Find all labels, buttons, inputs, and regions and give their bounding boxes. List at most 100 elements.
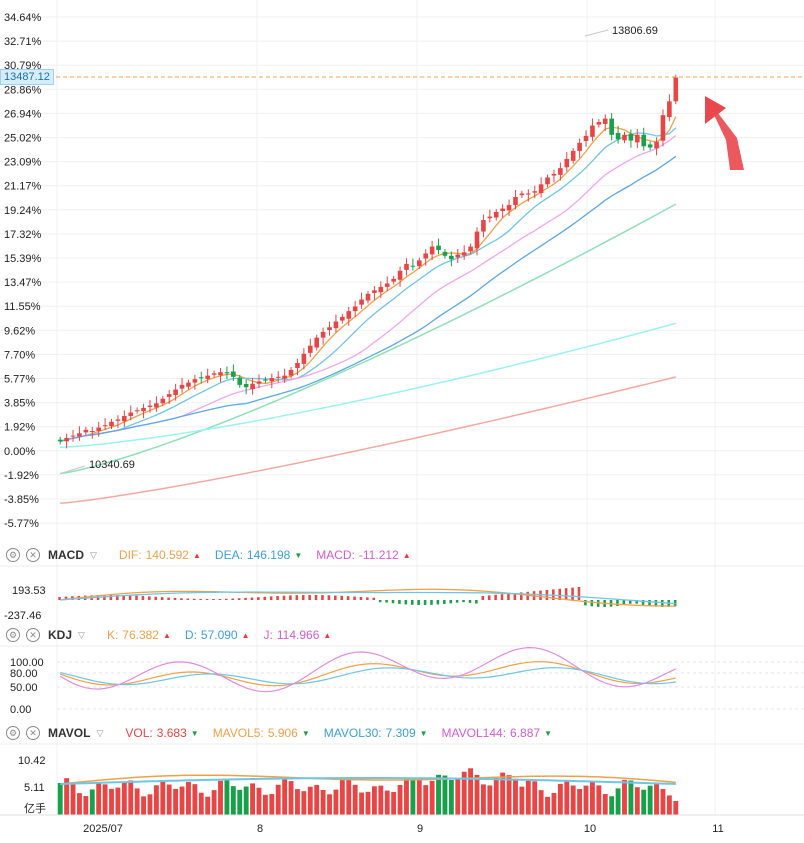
volume-bar xyxy=(436,774,441,815)
candle-body xyxy=(635,134,640,143)
mavol5-label: MAVOL5: xyxy=(212,726,264,740)
volume-bar xyxy=(205,796,211,815)
macd-tick-label: -237.46 xyxy=(4,610,41,622)
macd-bar xyxy=(167,597,170,600)
volume-bar xyxy=(269,794,275,815)
volume-bar xyxy=(237,789,243,815)
volume-bar xyxy=(282,777,288,815)
candle-body xyxy=(320,331,326,338)
arrow-down-icon: ▼ xyxy=(190,728,199,738)
macd-bar xyxy=(314,595,318,600)
candle-body xyxy=(423,253,429,259)
candle-body xyxy=(275,376,281,378)
candle-body xyxy=(307,345,313,353)
macd-bar xyxy=(186,598,190,600)
volume-bar xyxy=(121,781,127,815)
candle-body xyxy=(346,311,352,319)
candle-body xyxy=(269,377,275,382)
macd-name: MACD xyxy=(48,548,84,562)
volume-bar xyxy=(532,781,538,815)
volume-bar xyxy=(250,783,256,815)
candle-body xyxy=(602,118,608,124)
macd-bar xyxy=(346,596,350,600)
volume-bar xyxy=(224,779,230,815)
candle-body xyxy=(590,125,595,137)
chevron-down-icon[interactable]: ▽ xyxy=(78,629,85,640)
macd-bar xyxy=(507,593,510,600)
macd-bar xyxy=(141,595,145,600)
macd-bar xyxy=(308,595,311,600)
candle-body xyxy=(558,168,563,175)
candle-body xyxy=(474,231,480,249)
macd-value: -11.212 xyxy=(358,548,399,562)
mavol30-label: MAVOL30: xyxy=(323,726,382,740)
macd-bar xyxy=(558,588,562,600)
macd-bar xyxy=(590,600,594,607)
volume-bar xyxy=(352,784,358,815)
volume-bar xyxy=(83,796,89,815)
settings-icon[interactable]: ⚙ xyxy=(6,628,20,642)
low-price-label: 10340.69 xyxy=(89,459,135,471)
candle-body xyxy=(500,208,505,212)
volume-bar xyxy=(218,780,223,815)
pct-axis-label: 7.70% xyxy=(4,349,35,361)
macd-bar xyxy=(212,598,215,600)
pct-axis-label: 19.24% xyxy=(4,205,42,217)
kdj-tick-label: 100.00 xyxy=(10,657,44,669)
candle-body xyxy=(481,220,486,232)
candle-body xyxy=(391,278,396,282)
volume-bar xyxy=(89,789,95,815)
volume-bar xyxy=(346,777,352,815)
volume-bar xyxy=(256,787,262,815)
close-icon[interactable]: ✕ xyxy=(26,628,40,642)
k-value: 76.382 xyxy=(122,628,159,642)
macd-bar xyxy=(449,600,453,604)
candle-body xyxy=(416,260,422,267)
pct-axis-label: 28.86% xyxy=(4,84,42,96)
macd-label: MACD: xyxy=(316,548,355,562)
volume-bar xyxy=(102,784,108,815)
volume-bar xyxy=(506,775,512,815)
close-icon[interactable]: ✕ xyxy=(26,726,40,740)
volume-bar xyxy=(371,786,377,815)
macd-bar xyxy=(128,595,132,600)
volume-bar xyxy=(455,778,461,815)
macd-bar xyxy=(513,593,517,600)
macd-bar xyxy=(385,600,388,603)
macd-bar xyxy=(661,600,664,607)
volume-bar xyxy=(647,785,653,815)
volume-bar xyxy=(128,780,134,815)
macd-bar xyxy=(641,600,645,605)
settings-icon[interactable]: ⚙ xyxy=(6,548,20,562)
candle-body xyxy=(122,416,127,422)
mavol5-line xyxy=(60,774,676,785)
candle-body xyxy=(468,246,473,252)
ma5-line xyxy=(60,116,677,443)
macd-bar xyxy=(468,600,472,603)
chevron-down-icon[interactable]: ▽ xyxy=(96,727,104,738)
volume-bar xyxy=(359,792,365,815)
volume-bar xyxy=(622,779,627,815)
macd-bar xyxy=(122,595,125,600)
chevron-down-icon[interactable]: ▽ xyxy=(90,549,97,560)
candle-body xyxy=(519,193,525,196)
candle-body xyxy=(243,383,249,388)
macd-bar xyxy=(481,596,485,600)
volume-bar xyxy=(551,793,557,815)
volume-bar xyxy=(288,781,294,815)
arrow-head-icon xyxy=(705,96,726,124)
arrow-down-icon: ▼ xyxy=(419,728,428,738)
settings-icon[interactable]: ⚙ xyxy=(6,726,20,740)
volume-bar xyxy=(641,789,647,815)
macd-bar xyxy=(257,597,260,600)
volume-bar xyxy=(173,788,179,815)
candlesticks xyxy=(57,74,679,449)
macd-bar xyxy=(225,598,228,600)
vol-tick-label: 5.11 xyxy=(24,782,45,794)
volume-bar xyxy=(429,780,435,815)
grid-lines xyxy=(0,0,804,815)
candle-body xyxy=(231,371,236,377)
macd-bar xyxy=(436,600,440,605)
close-icon[interactable]: ✕ xyxy=(26,548,40,562)
macd-bar xyxy=(654,600,658,607)
